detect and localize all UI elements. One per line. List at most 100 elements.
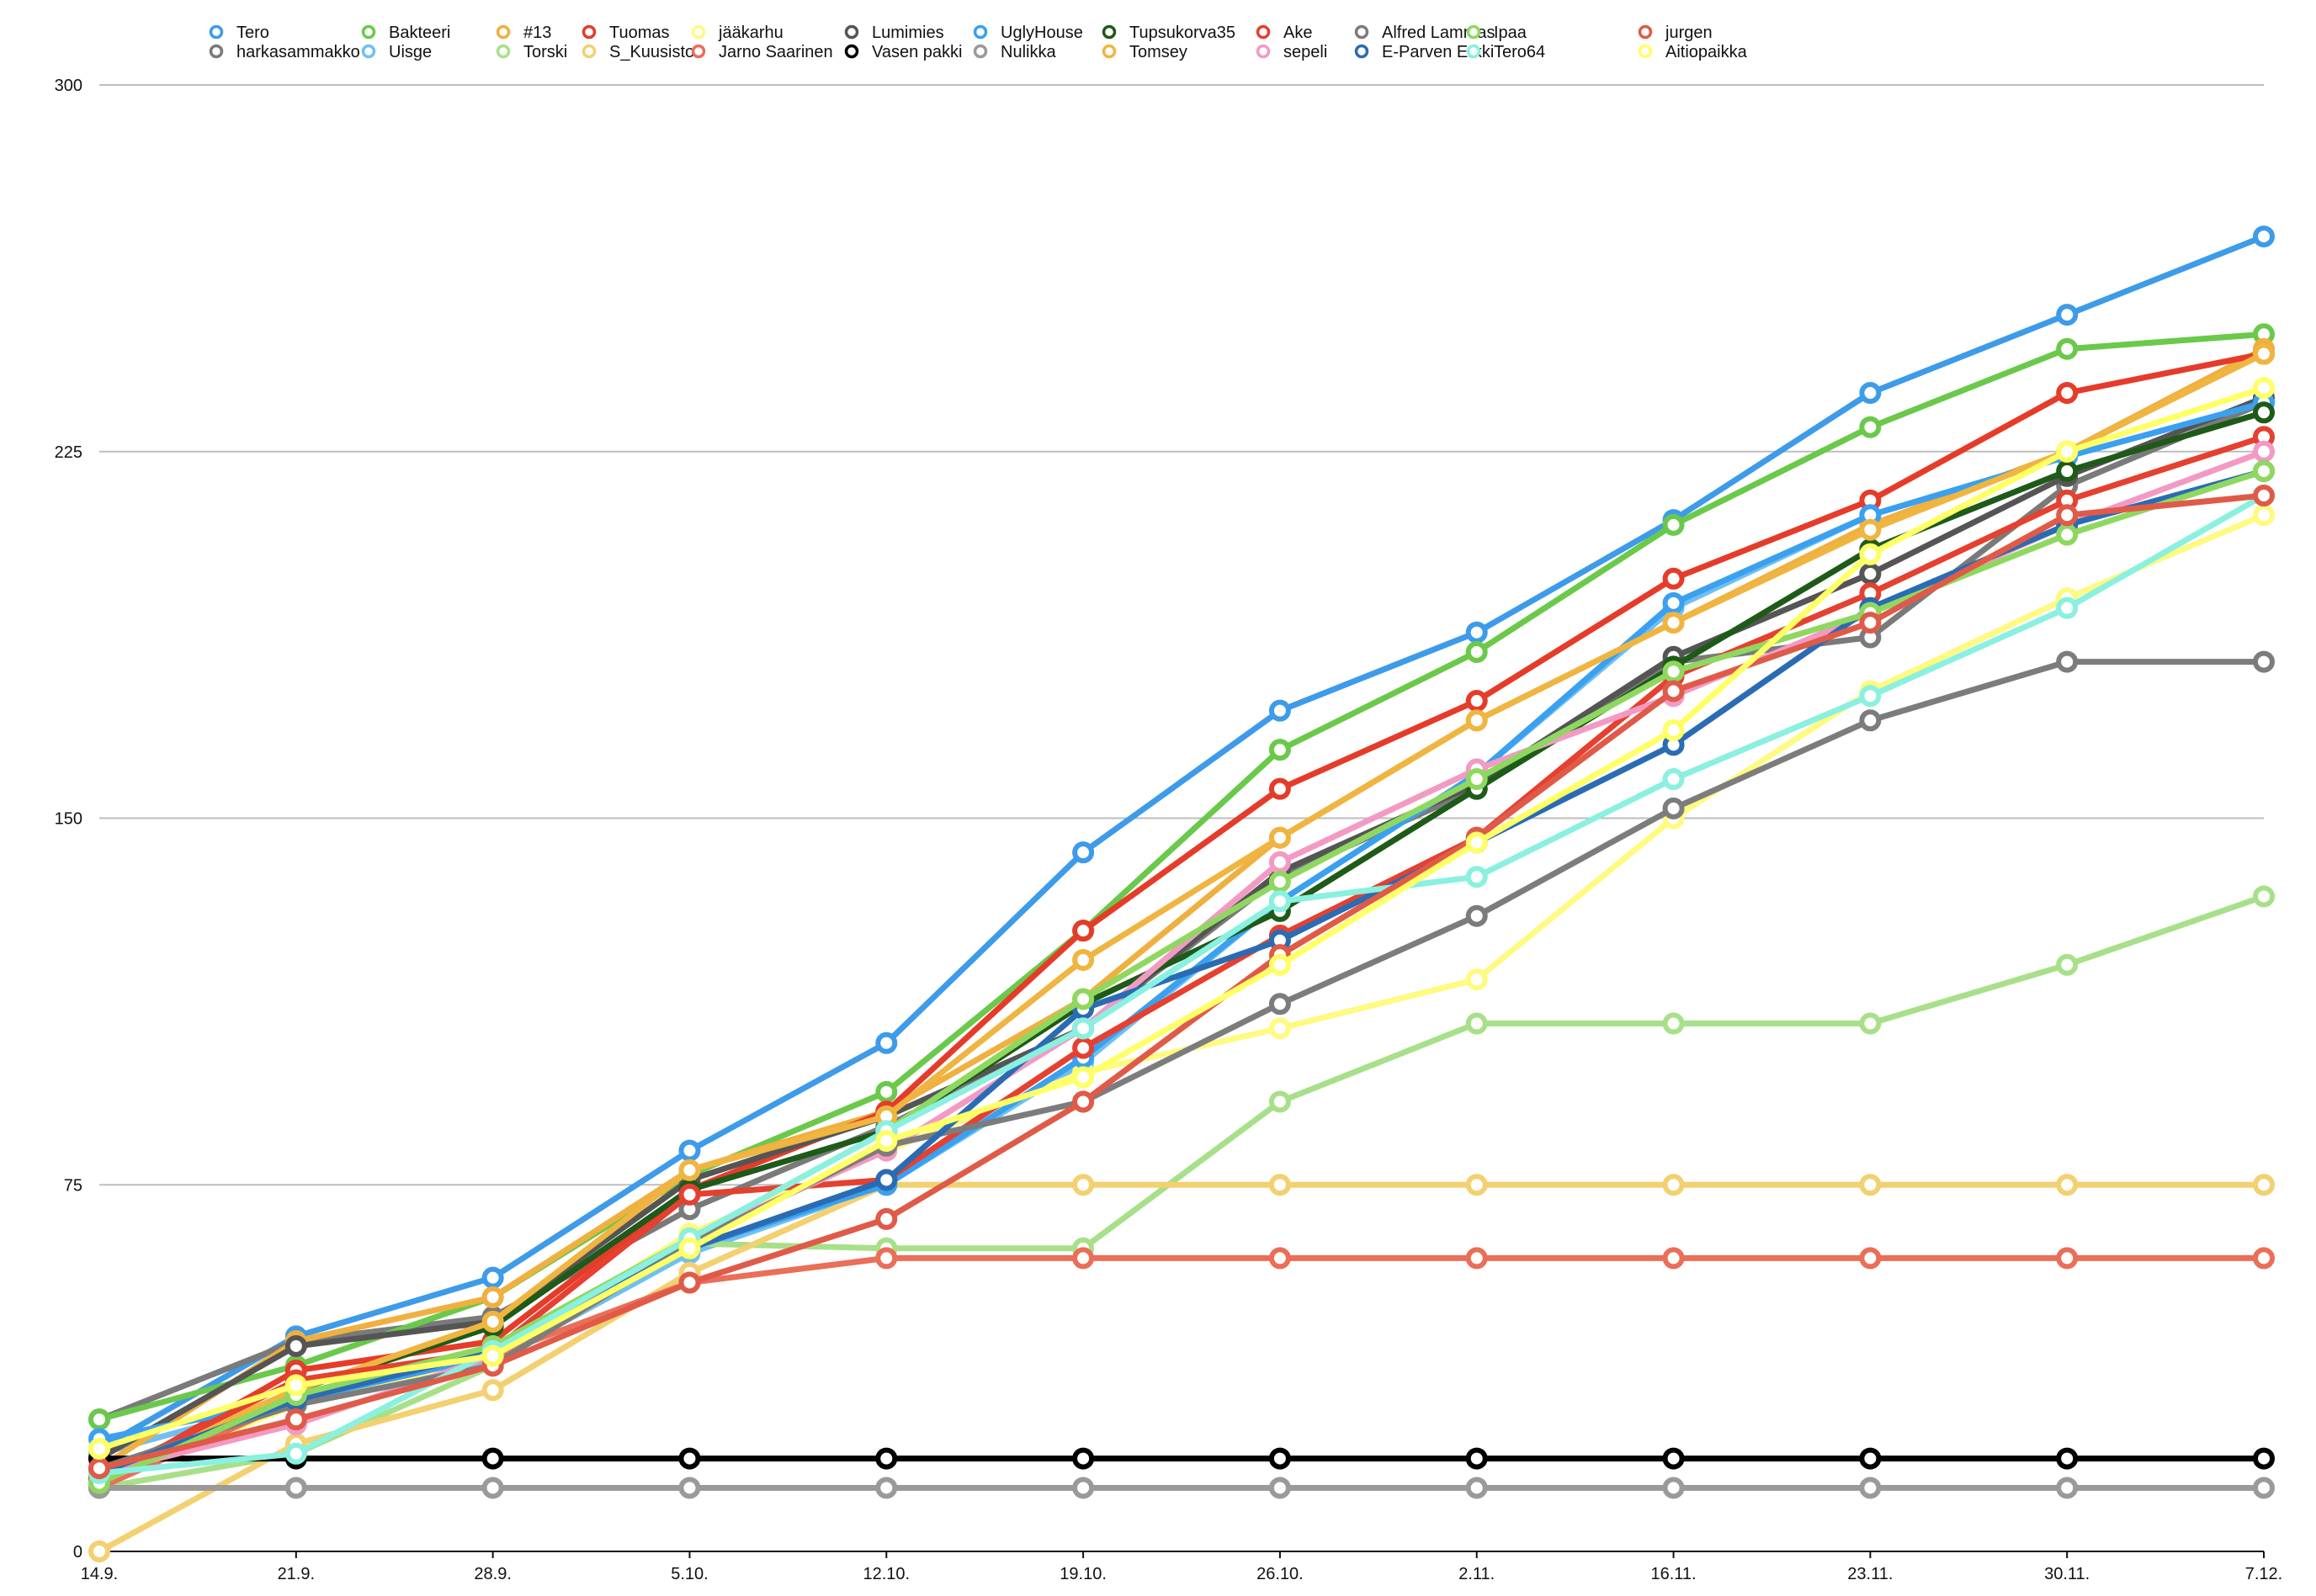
x-tick-label: 5.10. (671, 1565, 708, 1583)
data-point (2253, 225, 2275, 248)
legend-item: Nulikka (973, 43, 1056, 61)
legend-label: Alfred Lammas (1382, 24, 1495, 42)
data-point (1072, 988, 1095, 1010)
legend-marker (1354, 24, 1369, 40)
data-point (875, 1129, 898, 1152)
legend-item: Lumimies (844, 24, 944, 42)
data-point (1662, 660, 1685, 683)
series-tuomas (88, 342, 2275, 1494)
data-point (875, 1207, 898, 1230)
legend-label: UglyHouse (1001, 24, 1083, 42)
data-point (678, 1271, 701, 1294)
data-point (481, 1310, 504, 1333)
data-point (2056, 382, 2079, 405)
x-tick-label: 7.12. (2245, 1565, 2282, 1583)
data-point (1859, 382, 1882, 405)
legend-marker (1102, 24, 1117, 40)
data-point (481, 1447, 504, 1470)
series-nulikka (88, 1477, 2275, 1499)
data-point (2056, 440, 2079, 463)
data-point (1465, 768, 1488, 791)
series-line (96, 1181, 2267, 1555)
series-line (96, 400, 2267, 1423)
x-tick-label: 28.9. (474, 1565, 511, 1583)
data-point (1268, 1090, 1291, 1113)
legend-marker (691, 44, 706, 59)
data-point (1465, 831, 1488, 854)
data-point (1662, 1477, 1685, 1499)
legend-marker (361, 44, 376, 59)
data-point (2056, 650, 2079, 673)
legend-item: Jarno Saarinen (691, 43, 833, 61)
legend-marker (361, 24, 376, 40)
data-point (678, 1139, 701, 1162)
legend-label: Lumimies (872, 24, 944, 42)
data-point (1662, 612, 1685, 634)
legend-item: harkasammakko (209, 43, 360, 61)
x-tick-label: 21.9. (278, 1565, 315, 1583)
x-tick-label: 16.11. (1650, 1565, 1696, 1583)
series-line (96, 492, 2267, 1477)
data-point (1662, 718, 1685, 741)
series-line (96, 331, 2267, 1423)
data-point (2056, 459, 2079, 482)
y-tick-label: 300 (55, 77, 82, 95)
data-point (678, 1477, 701, 1499)
legend-marker (209, 24, 224, 40)
legend-item: Tuomas (582, 24, 670, 42)
series-harkasammakko (88, 391, 2275, 1431)
data-point (2253, 1174, 2275, 1196)
series-line (96, 468, 2267, 1487)
legend-marker (496, 44, 511, 59)
legend-label: Jarno Saarinen (719, 43, 833, 61)
data-point (1268, 826, 1291, 849)
data-point (1072, 1017, 1095, 1040)
data-point (1859, 1174, 1882, 1196)
data-point (2056, 337, 2079, 360)
data-point (1268, 1017, 1291, 1040)
series-aitiopaikka (88, 377, 2275, 1460)
data-point (1268, 1174, 1291, 1196)
legend-marker (1102, 44, 1117, 59)
data-point (2253, 401, 2275, 424)
series-line (96, 346, 2267, 1471)
data-point (2253, 440, 2275, 463)
data-point (1072, 1037, 1095, 1059)
data-point (88, 1408, 110, 1431)
data-point (284, 1408, 307, 1431)
data-point (875, 1169, 898, 1191)
legend-label: Bakteeri (389, 24, 450, 42)
data-point (481, 1379, 504, 1402)
data-point (875, 1247, 898, 1270)
data-point (1072, 1066, 1095, 1089)
data-point (1859, 1447, 1882, 1470)
data-point (88, 1437, 110, 1460)
data-point (875, 1031, 898, 1054)
legend-label: Nulikka (1001, 43, 1056, 61)
data-point (1268, 699, 1291, 722)
data-point (1859, 518, 1882, 541)
data-point (1465, 709, 1488, 732)
data-point (1859, 709, 1882, 732)
data-point (678, 1447, 701, 1470)
legend-item: Torski (496, 43, 567, 61)
data-point (2253, 504, 2275, 527)
legend-label: E-Parven Erkki (1382, 43, 1494, 61)
legend-item: Ake (1256, 24, 1312, 42)
data-point (1662, 513, 1685, 536)
data-point (1465, 904, 1488, 927)
series-lumimies (88, 386, 2275, 1470)
y-tick-label: 0 (73, 1543, 82, 1562)
data-point (678, 1237, 701, 1259)
series-line (96, 384, 2267, 1452)
data-point (284, 1334, 307, 1357)
legend-marker (1466, 44, 1481, 59)
data-point (1465, 866, 1488, 888)
data-point (481, 1477, 504, 1499)
legend-item: Tero64 (1466, 43, 1545, 61)
legend-item: jääkarhu (691, 24, 784, 42)
legend-label: Tupsukorva35 (1129, 24, 1235, 42)
x-tick-label: 23.11. (1847, 1565, 1893, 1583)
